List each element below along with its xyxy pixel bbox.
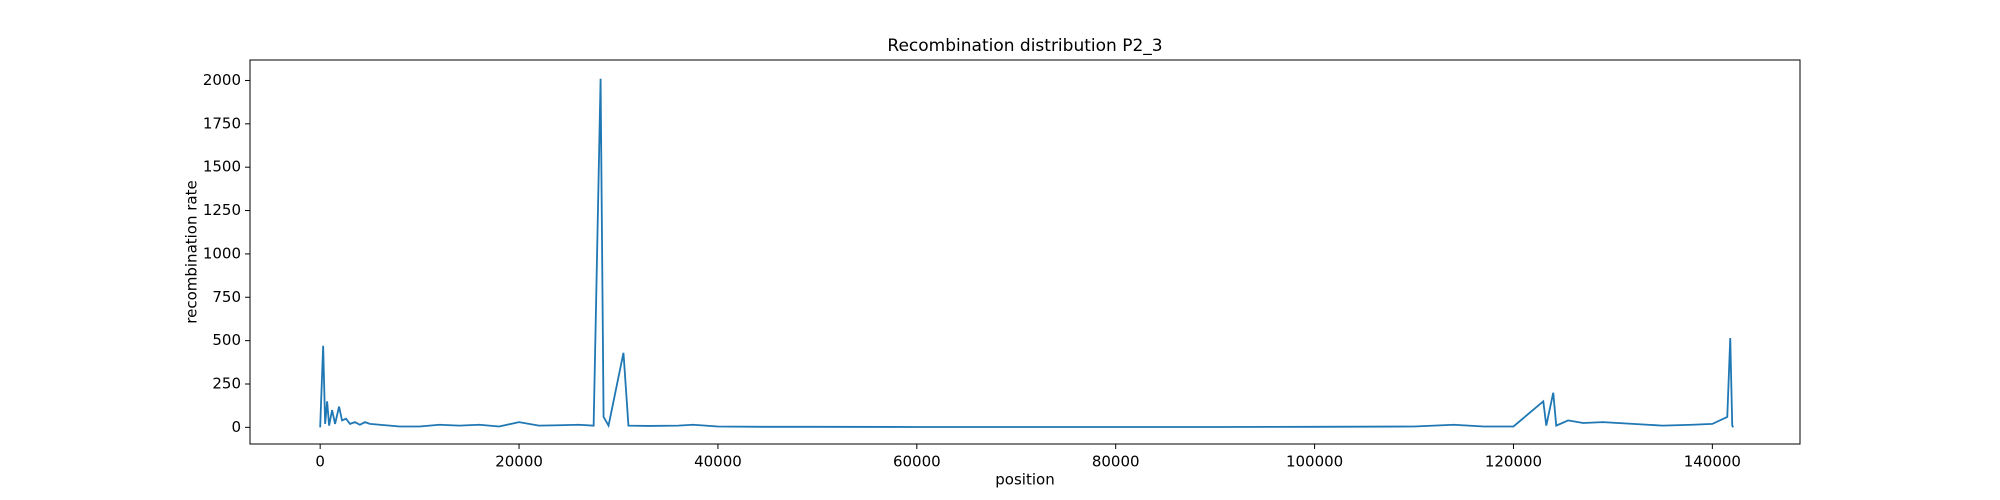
x-tick-label: 0 [315,453,325,471]
y-tick-label: 0 [231,418,241,436]
y-tick-label: 750 [212,288,241,306]
data-line [319,78,1735,429]
y-tick-label: 500 [212,331,241,349]
x-tick-label: 120000 [1485,453,1542,471]
x-tick-label: 140000 [1684,453,1741,471]
y-tick-label: 1500 [203,158,241,176]
y-tick-label: 1250 [203,201,241,219]
y-tick-label: 1750 [203,114,241,132]
x-tick-label: 100000 [1286,453,1343,471]
y-tick-label: 250 [212,374,241,392]
x-tick-label: 40000 [694,453,742,471]
x-axis-label: position [995,471,1054,489]
y-tick-label: 2000 [203,71,241,89]
x-tick-label: 80000 [1092,453,1140,471]
x-tick-label: 20000 [495,453,543,471]
plot-frame [249,59,1801,445]
x-tick-label: 60000 [893,453,941,471]
y-tick-label: 1000 [203,244,241,262]
chart-title: Recombination distribution P2_3 [887,36,1162,56]
y-axis-label: recombination rate [183,180,201,323]
